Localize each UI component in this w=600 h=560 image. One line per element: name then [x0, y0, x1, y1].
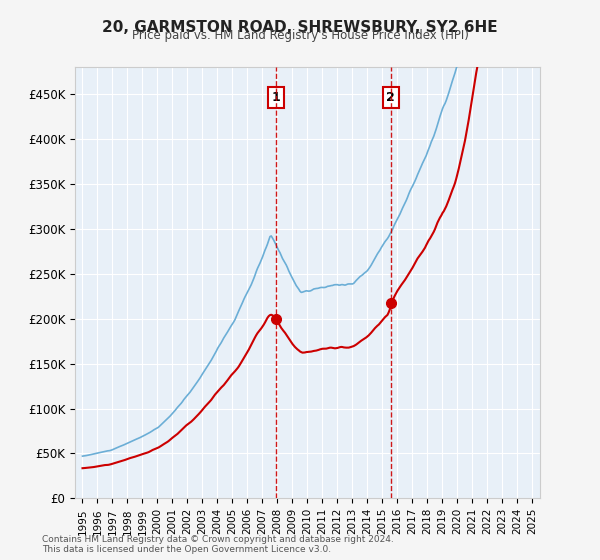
Text: 1: 1 [272, 91, 280, 104]
Text: 20, GARMSTON ROAD, SHREWSBURY, SY2 6HE: 20, GARMSTON ROAD, SHREWSBURY, SY2 6HE [102, 20, 498, 35]
Text: Contains HM Land Registry data © Crown copyright and database right 2024.
This d: Contains HM Land Registry data © Crown c… [42, 535, 394, 554]
Text: Price paid vs. HM Land Registry's House Price Index (HPI): Price paid vs. HM Land Registry's House … [131, 29, 469, 42]
Text: 2: 2 [386, 91, 395, 104]
